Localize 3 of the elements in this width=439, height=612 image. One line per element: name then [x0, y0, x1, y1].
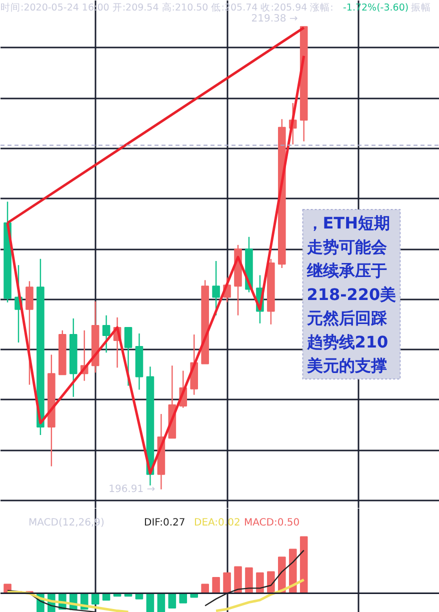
text: DIF:0.27: [144, 518, 186, 528]
text: MACD:0.50: [244, 518, 300, 528]
annotation: ，ETH短期走势可能会继续承压于218-220美元然后回踩趋势线210美元的支撑: [306, 214, 396, 376]
